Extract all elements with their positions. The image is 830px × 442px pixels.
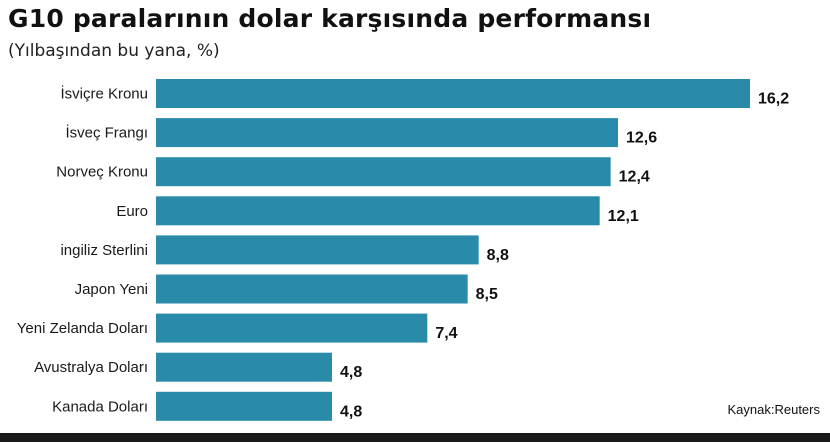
value-label: 12,6 [626,130,657,147]
bottom-rule [0,433,830,442]
bar [156,313,428,343]
category-label: Euro [116,203,148,220]
value-label: 12,4 [619,169,650,186]
chart-title: G10 paralarının dolar karşısında perform… [8,4,652,33]
category-label: Avustralya Doları [34,359,148,376]
category-label: İsviçre Kronu [60,85,148,103]
bar [156,352,332,382]
bar [156,118,618,148]
value-label: 4,8 [340,364,362,381]
bar [156,157,611,187]
category-label: Kanada Doları [52,398,148,415]
source-note: Kaynak:Reuters [727,402,821,417]
value-label: 8,5 [476,286,498,303]
value-label: 8,8 [487,247,509,264]
category-label: İsveç Frangı [65,124,148,142]
value-label: 16,2 [758,91,789,108]
bar [156,79,750,108]
value-label: 7,4 [435,325,457,342]
bar [156,274,468,304]
bar [156,235,479,265]
value-label: 12,1 [608,208,639,225]
value-label: 4,8 [340,403,362,420]
category-label: Yeni Zelanda Doları [17,320,148,337]
category-label: Japon Yeni [75,281,148,298]
category-label: ingiliz Sterlini [60,242,148,259]
bar [156,196,600,226]
chart-subtitle: (Yılbaşından bu yana, %) [8,41,220,61]
bar [156,391,332,421]
category-label: Norveç Kronu [56,164,148,181]
